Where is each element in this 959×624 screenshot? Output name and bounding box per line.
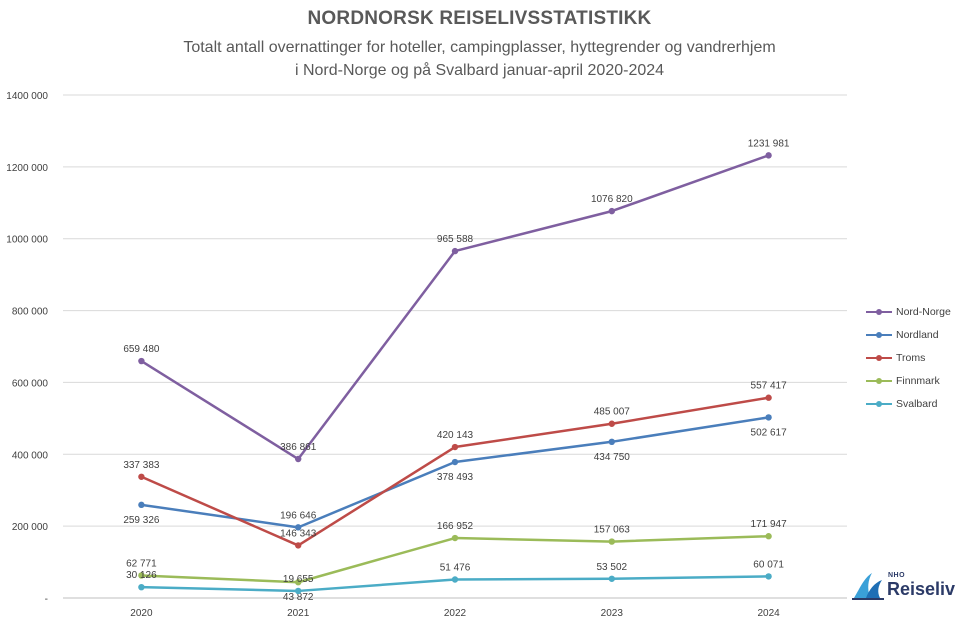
legend-swatch — [866, 400, 892, 408]
data-point-nordland — [765, 414, 772, 421]
data-point-nord-norge — [295, 455, 302, 463]
legend-swatch — [866, 354, 892, 362]
data-point-nord-norge — [765, 152, 772, 159]
data-point-troms — [608, 420, 615, 427]
data-point-svalbard — [295, 587, 302, 595]
data-point-svalbard — [138, 583, 145, 591]
data-label-finnmark: 166 952 — [437, 521, 474, 532]
legend-item-troms: Troms — [866, 346, 951, 369]
data-label-finnmark: 157 063 — [594, 525, 631, 536]
data-point-nord-norge — [138, 357, 145, 365]
legend-label: Finnmark — [896, 374, 940, 387]
legend-label: Svalbard — [896, 397, 938, 410]
nho-reiseliv-logo: NHO Reiseliv — [852, 570, 956, 600]
data-point-nord-norge — [451, 247, 459, 255]
data-label-nord-norge: 659 480 — [123, 344, 160, 355]
chart-title: NORDNORSK REISELIVSSTATISTIKK — [307, 8, 652, 29]
legend-item-finnmark: Finnmark — [866, 369, 951, 392]
legend-label: Nord-Norge — [896, 305, 951, 318]
data-label-troms: 557 417 — [751, 381, 788, 392]
x-tick-label: 2020 — [130, 608, 153, 619]
data-point-nordland — [608, 438, 615, 446]
data-point-troms — [451, 443, 459, 451]
data-label-troms: 485 007 — [594, 407, 631, 418]
y-tick-label: 400 000 — [12, 450, 49, 461]
x-tick-label: 2024 — [757, 608, 780, 619]
legend-item-svalbard: Svalbard — [866, 392, 951, 415]
chart-subtitle-line-1: Totalt antall overnattinger for hoteller… — [183, 39, 776, 56]
data-point-nord-norge — [608, 207, 615, 215]
data-label-nordland: 502 617 — [751, 427, 788, 438]
data-point-nordland — [138, 501, 145, 509]
data-point-troms — [138, 473, 145, 480]
logo-small-text: NHO — [888, 572, 906, 579]
data-point-svalbard — [451, 576, 459, 583]
data-point-troms — [295, 542, 302, 549]
data-point-troms — [765, 394, 772, 401]
chart-subtitle-line-2: i Nord-Norge og på Svalbard januar-april… — [294, 62, 665, 79]
legend-swatch — [866, 331, 892, 339]
data-label-nordland: 259 326 — [123, 515, 160, 526]
data-label-troms: 337 383 — [123, 460, 160, 471]
data-point-nordland — [295, 524, 302, 531]
data-label-svalbard: 60 071 — [753, 559, 784, 570]
y-tick-label: 1000 000 — [6, 235, 48, 246]
legend-label: Troms — [896, 351, 926, 364]
data-label-nord-norge: 1076 820 — [591, 194, 633, 205]
chart-subtitle: Totalt antall overnattinger for hoteller… — [0, 36, 959, 82]
data-point-nordland — [451, 458, 459, 466]
data-point-finnmark — [765, 533, 772, 540]
series-line-finnmark — [141, 534, 769, 584]
data-label-nord-norge: 1231 981 — [748, 138, 790, 149]
x-tick-label: 2023 — [601, 608, 624, 619]
y-tick-label: - — [45, 594, 48, 605]
legend-item-nord-norge: Nord-Norge — [866, 300, 951, 323]
data-label-nordland: 196 646 — [280, 510, 317, 521]
logo-big-text: Reiseliv — [887, 579, 956, 599]
y-tick-label: 600 000 — [12, 378, 49, 389]
data-point-finnmark — [138, 572, 145, 579]
data-point-finnmark — [608, 538, 615, 545]
data-label-finnmark: 43 872 — [283, 592, 314, 603]
data-label-svalbard: 51 476 — [440, 563, 471, 574]
data-point-svalbard — [608, 575, 615, 582]
data-point-finnmark — [295, 579, 302, 586]
data-point-svalbard — [765, 573, 772, 580]
data-label-svalbard: 53 502 — [597, 562, 628, 573]
data-label-finnmark: 62 771 — [126, 558, 157, 569]
y-tick-label: 800 000 — [12, 307, 49, 318]
y-tick-label: 1200 000 — [6, 163, 48, 174]
chart-legend: Nord-Norge Nordland Troms Finnmark Svalbard — [866, 300, 951, 415]
wave-logo-icon — [852, 573, 884, 600]
legend-swatch — [866, 308, 892, 316]
data-point-finnmark — [451, 534, 459, 542]
data-label-finnmark: 171 947 — [751, 519, 788, 530]
data-label-nord-norge: 965 588 — [437, 234, 474, 245]
y-tick-label: 200 000 — [12, 522, 49, 533]
data-label-nordland: 434 750 — [594, 452, 631, 463]
y-tick-label: 1400 000 — [6, 91, 48, 102]
legend-swatch — [866, 377, 892, 385]
data-label-troms: 146 343 — [280, 528, 317, 539]
data-label-nordland: 378 493 — [437, 472, 474, 483]
x-tick-label: 2021 — [287, 608, 310, 619]
legend-item-nordland: Nordland — [866, 323, 951, 346]
legend-label: Nordland — [896, 328, 939, 341]
data-label-troms: 420 143 — [437, 430, 474, 441]
data-label-svalbard: 19 655 — [283, 574, 314, 585]
x-tick-label: 2022 — [444, 608, 467, 619]
data-label-svalbard: 30 126 — [126, 570, 157, 581]
data-label-nord-norge: 386 861 — [280, 442, 317, 453]
